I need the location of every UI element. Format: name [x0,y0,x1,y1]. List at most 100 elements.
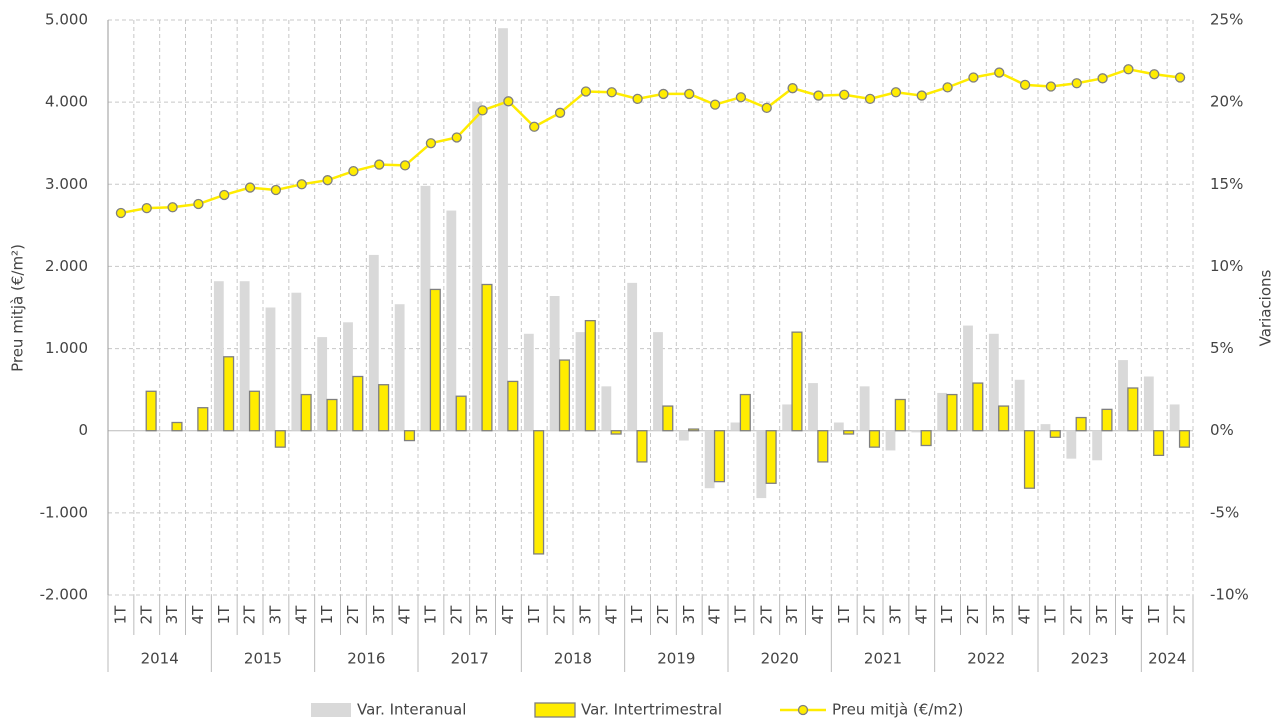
bar [1169,404,1180,431]
x-tick-label: 3T [1093,605,1111,625]
bar [429,288,441,432]
bar [1040,424,1051,431]
bar [765,430,777,484]
line-marker [244,182,256,193]
bar [291,292,302,431]
year-label: 2018 [554,650,592,668]
y2-tick-label: -5% [1210,503,1239,521]
x-tick-label: 1T [1041,605,1059,625]
bar [533,430,545,555]
bar [523,333,534,431]
y-tick-label: 3.000 [45,175,88,193]
x-tick-label: 4T [396,605,414,625]
bar [601,386,612,431]
x-tick-label: 4T [809,605,827,625]
line-marker [658,88,669,100]
x-tick-label: 2T [1171,605,1189,625]
bar [1101,408,1113,432]
y2-tick-label: 10% [1210,257,1243,275]
line-marker [787,83,798,94]
bar [704,430,715,489]
x-tick-label: 1T [111,605,129,625]
bar [558,359,571,432]
x-tick-label: 3T [990,605,1008,625]
line-marker [554,107,566,118]
line-marker [684,88,695,100]
x-tick-label: 1T [731,605,749,625]
y-tick-label: 1.000 [45,339,88,357]
line-marker [942,82,953,93]
line-marker [735,92,747,103]
bar [549,296,560,431]
x-tick-label: 3T [163,605,181,625]
bar [343,322,353,431]
bar [946,393,958,432]
bar [394,304,405,431]
bar [446,210,457,431]
line-marker [709,99,721,110]
legend-label: Var. Intertrimestral [581,701,722,719]
x-tick-label: 4T [1016,605,1034,625]
x-tick-label: 4T [602,605,620,625]
bar [791,331,803,432]
line-marker [503,96,514,107]
line-marker [1071,78,1082,89]
bar [610,430,622,435]
y2-tick-label: -10% [1210,586,1249,604]
bar [937,392,948,431]
bar [678,430,689,441]
bar [1049,430,1061,438]
line-marker [296,179,307,190]
x-tick-label: 2T [447,605,465,625]
y-tick-label: 5.000 [45,11,88,29]
bar [213,281,224,431]
bar [403,430,416,442]
line-marker [167,202,178,213]
year-label: 2014 [141,650,179,668]
bar [584,319,596,432]
y-tick-label: 2.000 [45,257,88,275]
line-marker [632,93,643,105]
x-tick-label: 1T [628,605,646,625]
line-marker [916,90,927,101]
x-tick-label: 4T [292,605,310,625]
bar [472,102,483,431]
line-marker [270,184,282,196]
y2-axis-title: Variacions [1257,269,1275,346]
bar [808,383,818,431]
bar [756,430,767,499]
x-tick-label: 2T [551,605,569,625]
year-label: 2016 [347,650,385,668]
year-label: 2019 [657,650,695,668]
line-marker [322,175,333,186]
bar [998,405,1010,432]
line-marker [141,202,152,214]
bar [859,386,870,431]
x-tick-label: 3T [783,605,801,625]
x-tick-label: 1T [421,605,439,625]
line-marker [1123,64,1134,75]
bar [653,332,663,431]
line-marker [529,121,540,132]
bar [1075,416,1087,432]
bar [713,430,726,483]
y-tick-label: 0 [78,421,88,439]
bar [1118,360,1128,431]
line-marker [374,159,385,170]
line-marker [1097,73,1108,84]
line-marker [606,87,617,98]
bar [145,390,157,432]
x-tick-label: 3T [680,605,698,625]
line-marker [864,93,876,105]
bar [455,395,467,432]
x-tick-label: 3T [576,605,594,625]
line-marker [968,72,979,83]
line-marker [219,189,230,201]
bar [988,333,999,431]
bar [368,254,379,431]
bar [274,430,286,448]
year-label: 2017 [451,650,489,668]
bar [972,382,984,432]
bar [1178,430,1191,448]
bar [300,393,312,432]
